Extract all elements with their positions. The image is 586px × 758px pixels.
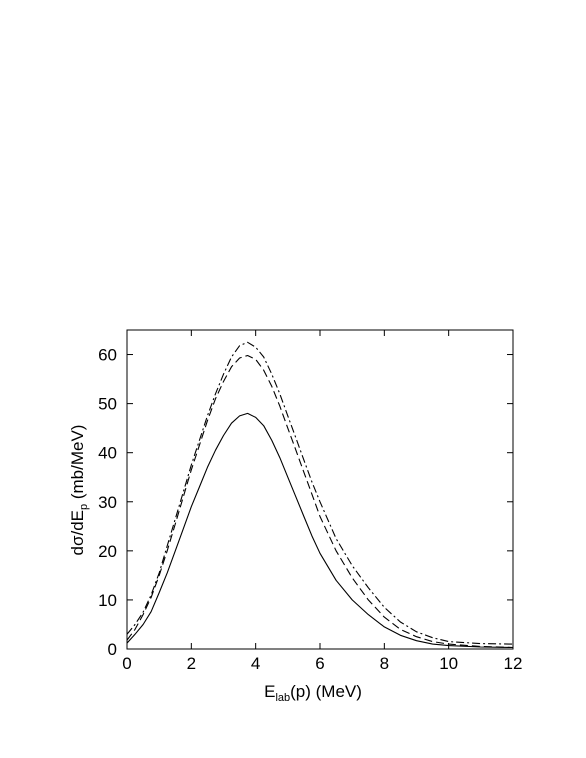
y-tick-label: 40 (98, 444, 117, 463)
x-tick-label: 12 (504, 654, 523, 673)
x-tick-label: 10 (439, 654, 458, 673)
y-tick-label: 20 (98, 542, 117, 561)
y-axis-label: dσ/dEp (mb/MeV) (68, 425, 90, 556)
x-tick-label: 6 (315, 654, 324, 673)
x-tick-label: 0 (122, 654, 131, 673)
x-tick-label: 2 (187, 654, 196, 673)
x-tick-label: 4 (251, 654, 260, 673)
series-dashdot-line (126, 341, 514, 645)
curves (126, 341, 514, 649)
axis-ticks: 0 2 4 6 8 10 12 0 10 20 30 40 50 60 (98, 330, 522, 673)
plot-frame (126, 329, 514, 650)
x-tick-label: 8 (380, 654, 389, 673)
series-solid-line (126, 412, 514, 649)
y-tick-label: 60 (98, 346, 117, 365)
x-axis-label: Elab(p) (MeV) (264, 682, 362, 704)
y-tick-label: 10 (98, 591, 117, 610)
y-tick-label: 50 (98, 395, 117, 414)
y-tick-label: 0 (108, 640, 117, 659)
series-dashed-line (126, 354, 514, 649)
y-tick-label: 30 (98, 493, 117, 512)
